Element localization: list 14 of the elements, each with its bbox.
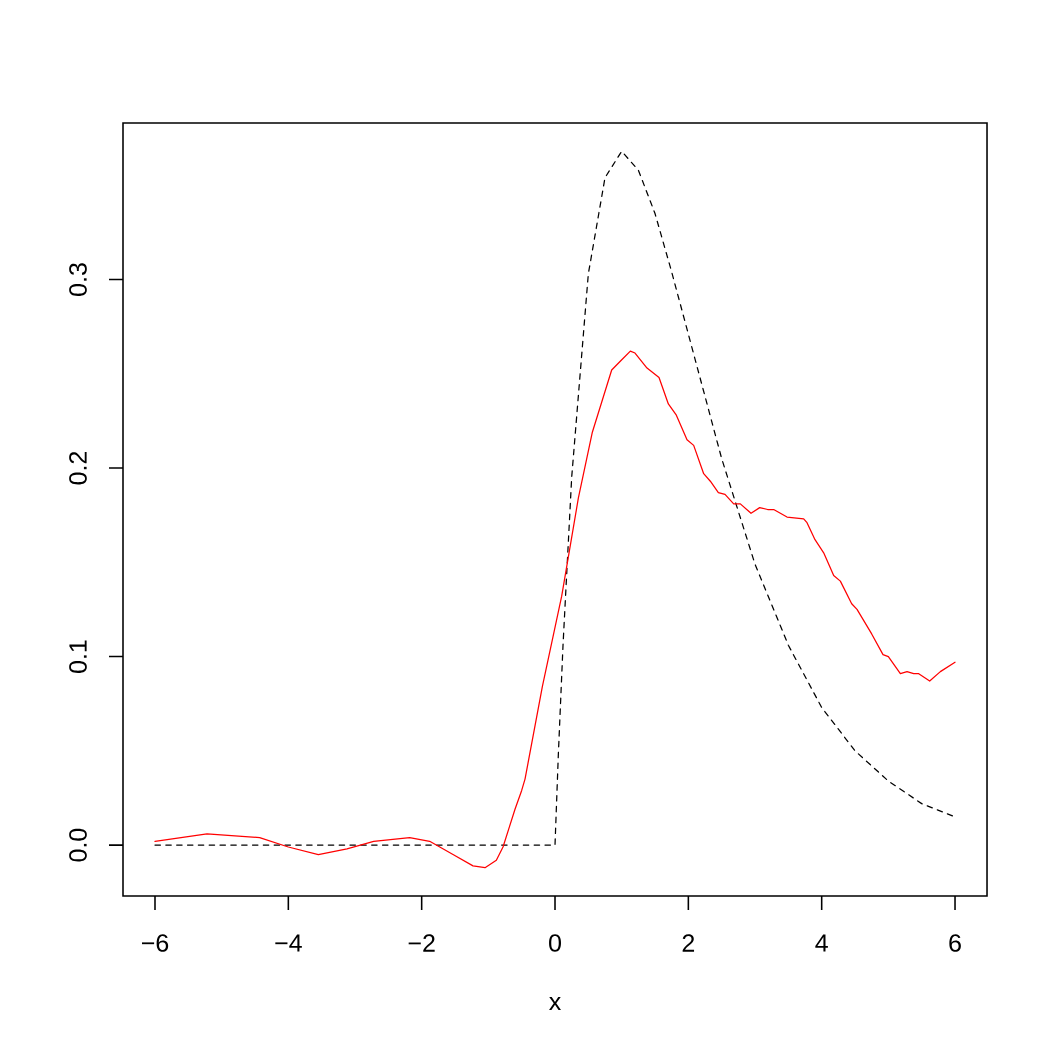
x-tick-label: 4: [815, 934, 828, 952]
y-tick-label: 0.3: [69, 263, 87, 296]
x-tick-label: 6: [949, 934, 961, 952]
x-tick-label: −4: [275, 934, 302, 952]
line-series: [154, 150, 956, 846]
y-tick-label: 0.1: [69, 640, 87, 673]
line-series: [154, 350, 956, 869]
x-tick-label: −6: [141, 934, 169, 952]
x-tick-label: −2: [408, 934, 435, 952]
x-tick-label: 2: [682, 934, 695, 952]
y-tick-label: 0.0: [69, 828, 87, 862]
x-tick-label: 0: [549, 934, 561, 952]
y-tick-label: 0.2: [69, 451, 87, 485]
x-axis-title: x: [549, 996, 561, 1011]
